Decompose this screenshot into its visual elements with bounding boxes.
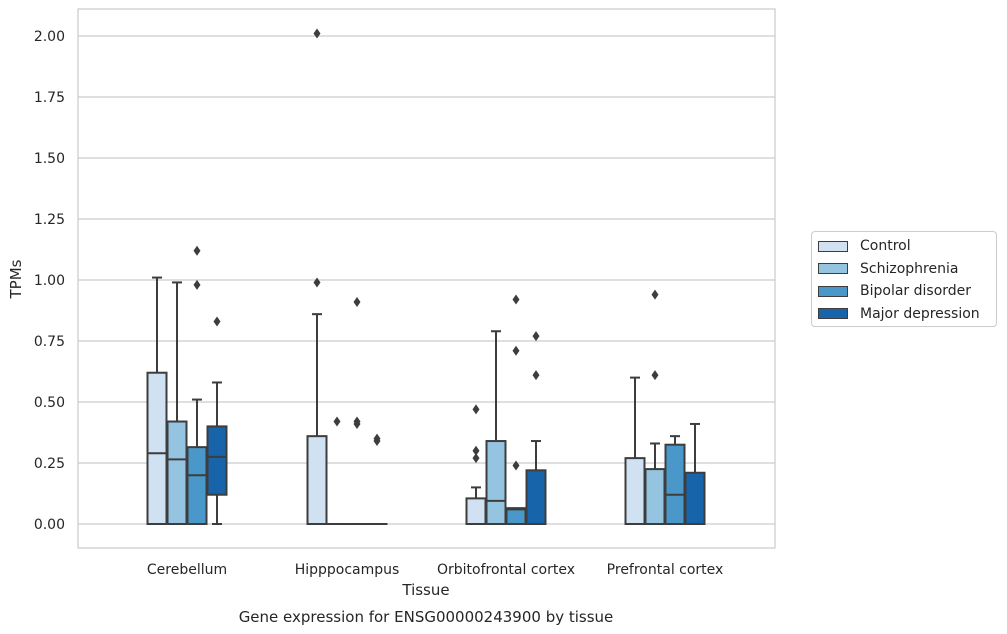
box-rect <box>664 443 686 526</box>
legend-label-major-depression: Major depression <box>860 305 980 322</box>
y-tick-label: 0.00 <box>34 517 65 533</box>
outlier-point <box>313 277 321 288</box>
outlier-point <box>532 370 540 381</box>
legend-swatch-major-depression <box>818 308 848 320</box>
y-tick-label: 2.00 <box>34 29 65 45</box>
legend-label-schizophrenia: Schizophrenia <box>860 260 959 277</box>
y-tick-label: 1.75 <box>34 90 65 106</box>
box-rect <box>644 468 666 526</box>
box-rect <box>186 446 208 526</box>
legend-label-control: Control <box>860 238 911 255</box>
box-group <box>146 276 168 525</box>
outlier-point <box>512 294 520 305</box>
legend-item-major-depression: Major depression <box>818 303 996 326</box>
outlier-point <box>213 316 221 327</box>
y-tick-label: 0.25 <box>34 456 65 472</box>
box-group <box>485 330 507 526</box>
outlier-point <box>651 370 659 381</box>
outlier-point <box>333 416 341 427</box>
outlier-point <box>512 460 520 471</box>
x-tick-label: Cerebellum <box>147 562 227 578</box>
box-rect <box>306 435 328 525</box>
box-series-layer <box>146 28 706 526</box>
box-group <box>306 28 328 525</box>
y-tick-label: 1.25 <box>34 212 65 228</box>
outlier-point <box>313 28 321 39</box>
box-rect <box>166 420 188 525</box>
box-group <box>166 281 188 525</box>
box-group <box>624 376 646 525</box>
box-group <box>525 331 547 526</box>
box-group <box>465 404 487 526</box>
y-axis-title: TPMs <box>7 259 25 299</box>
box-rect <box>485 440 507 526</box>
legend: Control Schizophrenia Bipolar disorder M… <box>811 231 997 327</box>
y-tick-label: 1.00 <box>34 273 65 289</box>
y-tick-label: 0.50 <box>34 395 65 411</box>
outlier-point <box>532 331 540 342</box>
y-tick-label: 0.75 <box>34 334 65 350</box>
outlier-point <box>472 404 480 415</box>
outlier-point <box>353 418 361 429</box>
x-tick-labels: Cerebellum Hipppocampus Orbitofrontal cort… <box>147 562 723 578</box>
box-rect <box>525 469 547 526</box>
box-group <box>684 422 706 526</box>
box-group <box>644 289 666 526</box>
box-group <box>326 416 348 526</box>
box-rect <box>505 507 527 526</box>
outlier-point <box>193 279 201 290</box>
x-axis-title: Tissue <box>401 581 449 599</box>
legend-swatch-schizophrenia <box>818 263 848 275</box>
box-rect <box>684 471 706 526</box>
plot-frame <box>77 8 776 549</box>
outlier-point <box>353 296 361 307</box>
outlier-point <box>472 453 480 464</box>
chart-caption: Gene expression for ENSG00000243900 by t… <box>239 608 614 626</box>
box-rect <box>146 371 168 525</box>
box-group <box>366 433 388 526</box>
outlier-point <box>512 345 520 356</box>
box-rect <box>206 425 228 496</box>
x-tick-label: Prefrontal cortex <box>607 562 724 578</box>
box-group <box>206 316 228 525</box>
outlier-point <box>373 436 381 447</box>
box-group <box>505 294 527 526</box>
x-tick-label: Hipppocampus <box>295 562 400 578</box>
legend-item-control: Control <box>818 235 996 258</box>
box-rect <box>465 497 487 526</box>
box-group <box>186 245 208 526</box>
x-tick-label: Orbitofrontal cortex <box>437 562 575 578</box>
legend-item-schizophrenia: Schizophrenia <box>818 258 996 281</box>
y-tick-label: 1.50 <box>34 151 65 167</box>
box-group <box>664 435 686 526</box>
y-tick-labels: 0.00 0.25 0.50 0.75 1.00 1.25 1.50 1.75 2.00 <box>34 29 65 533</box>
box-rect <box>624 457 646 525</box>
legend-label-bipolar-disorder: Bipolar disorder <box>860 283 972 300</box>
outlier-point <box>193 245 201 256</box>
legend-swatch-bipolar-disorder <box>818 285 848 297</box>
box-group <box>346 296 368 526</box>
legend-swatch-control <box>818 240 848 252</box>
outlier-point <box>472 445 480 456</box>
outlier-point <box>651 289 659 300</box>
legend-item-bipolar-disorder: Bipolar disorder <box>818 280 996 303</box>
